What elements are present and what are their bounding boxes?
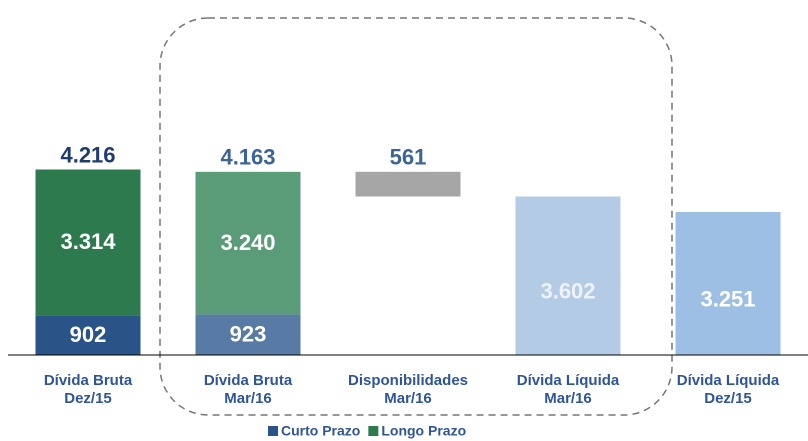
x-tick-label: Dez/15 bbox=[64, 390, 112, 407]
legend-label: Longo Prazo bbox=[381, 423, 466, 439]
total-label: 4.163 bbox=[220, 145, 275, 170]
x-tick-label: Dez/15 bbox=[704, 390, 752, 407]
bar bbox=[355, 171, 461, 197]
x-tick-label: Mar/16 bbox=[224, 390, 272, 407]
bar-segment bbox=[35, 169, 141, 316]
total-label: 4.216 bbox=[60, 142, 115, 167]
x-tick-label: Dívida Líquida bbox=[677, 372, 780, 389]
bar-segment bbox=[35, 315, 141, 355]
x-tick-label: Dívida Bruta bbox=[204, 372, 293, 389]
x-tick-label: Disponibilidades bbox=[348, 372, 468, 389]
legend-swatch bbox=[268, 426, 278, 436]
bar-segment bbox=[195, 314, 301, 355]
x-tick-label: Mar/16 bbox=[384, 390, 432, 407]
value-label: 3.251 bbox=[700, 286, 755, 311]
value-label: 3.314 bbox=[60, 229, 116, 254]
bar-segment bbox=[195, 171, 301, 315]
x-tick-label: Mar/16 bbox=[544, 390, 592, 407]
legend-swatch bbox=[368, 426, 379, 436]
legend-label: Curto Prazo bbox=[281, 423, 360, 439]
bar bbox=[675, 211, 781, 355]
bar bbox=[515, 196, 621, 355]
value-label: 923 bbox=[230, 322, 267, 347]
value-label: 3.240 bbox=[220, 230, 275, 255]
highlight-frame bbox=[159, 17, 673, 416]
x-tick-label: Dívida Líquida bbox=[517, 372, 620, 389]
value-label: 3.602 bbox=[540, 279, 595, 304]
value-label: 902 bbox=[70, 322, 107, 347]
x-tick-label: Dívida Bruta bbox=[44, 372, 133, 389]
value-label: 561 bbox=[390, 145, 427, 170]
